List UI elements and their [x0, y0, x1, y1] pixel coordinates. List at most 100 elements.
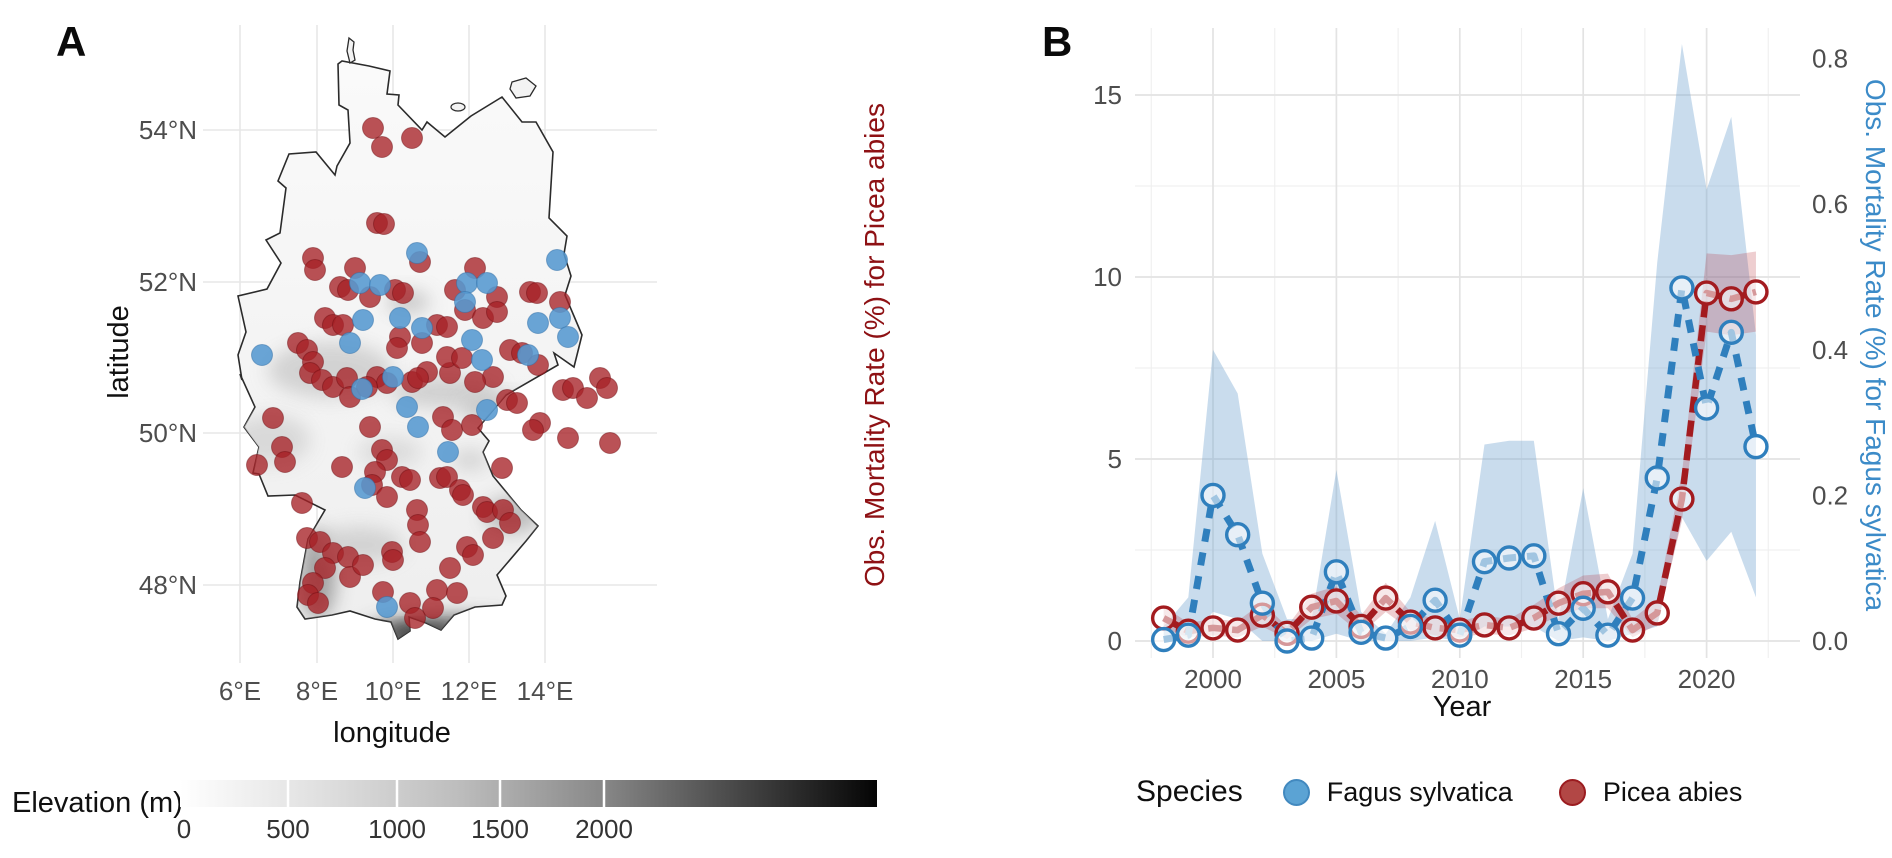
- site-dot-picea: [407, 367, 429, 389]
- site-dot-picea: [576, 387, 598, 409]
- map-x-tick-label: 10°E: [365, 676, 422, 706]
- site-dot-picea: [331, 456, 353, 478]
- map-y-tick-label: 48°N: [139, 570, 197, 600]
- site-dot-picea: [526, 282, 548, 304]
- site-dot-fagus: [476, 399, 498, 421]
- colorbar-ticks: 0 500 1000 1500 2000: [177, 780, 633, 844]
- point-picea: [1595, 579, 1621, 605]
- point-picea: [1224, 617, 1251, 643]
- site-dot-fagus: [411, 317, 433, 339]
- ribbon-fagus: [1163, 44, 1756, 642]
- point-picea: [1373, 585, 1399, 611]
- site-dot-fagus: [549, 307, 571, 329]
- site-dot-picea: [482, 527, 504, 549]
- site-dot-picea: [464, 371, 486, 393]
- site-dot-fagus: [352, 309, 374, 331]
- panel-a-label: A: [56, 18, 86, 65]
- site-dot-picea: [352, 554, 374, 576]
- legend-item-picea: Picea abies: [1558, 776, 1743, 808]
- site-dot-fagus: [527, 312, 549, 334]
- site-dot-picea: [401, 127, 423, 149]
- map-y-axis-title: latitude: [103, 305, 135, 399]
- colorbar-tick-label: 0: [177, 814, 191, 844]
- x-tick-label: 2005: [1307, 664, 1365, 694]
- site-dot-fagus: [461, 329, 483, 351]
- point-fagus: [1521, 543, 1547, 569]
- site-dot-picea: [373, 213, 395, 235]
- chart-gridlines: [1135, 28, 1800, 658]
- point-picea: [1323, 588, 1350, 614]
- site-dot-picea: [599, 432, 621, 454]
- site-dot-picea: [404, 607, 426, 629]
- site-dot-picea: [446, 582, 468, 604]
- left-y-tick-label: 0: [1108, 626, 1122, 656]
- site-dot-fagus: [339, 332, 361, 354]
- point-fagus: [1545, 621, 1572, 647]
- point-picea: [1471, 612, 1498, 638]
- chart-right-axis-title: Obs. Mortality Rate (%) for Fagus sylvat…: [1860, 79, 1891, 612]
- site-dot-picea: [409, 531, 431, 553]
- site-dot-picea: [262, 407, 284, 429]
- elevation-colorbar: [180, 780, 877, 807]
- site-dot-fagus: [471, 349, 493, 371]
- island-outline: [346, 36, 356, 65]
- chart-x-axis-title: Year: [1433, 691, 1492, 723]
- map-x-tick-label: 6°E: [219, 676, 261, 706]
- site-dot-fagus: [389, 307, 411, 329]
- point-fagus: [1150, 626, 1177, 653]
- chart-left-axis-title: Obs. Mortality Rate (%) for Picea abies: [859, 103, 890, 587]
- map-y-tick-label: 52°N: [139, 267, 197, 297]
- site-dot-picea: [491, 457, 513, 479]
- map-x-tick-label: 14°E: [517, 676, 574, 706]
- site-dot-fagus: [376, 596, 398, 618]
- site-dot-picea: [436, 466, 458, 488]
- site-dot-picea: [499, 512, 521, 534]
- colorbar-tick-label: 1000: [368, 814, 426, 844]
- point-fagus: [1323, 559, 1350, 585]
- site-dot-fagus: [407, 416, 429, 438]
- site-dot-picea: [596, 377, 618, 399]
- point-fagus: [1595, 622, 1621, 648]
- point-fagus: [1447, 622, 1473, 648]
- site-dot-fagus: [517, 344, 539, 366]
- site-dot-fagus: [437, 441, 459, 463]
- site-dot-picea: [291, 492, 313, 514]
- point-fagus: [1693, 395, 1720, 421]
- left-y-tick-label: 5: [1108, 444, 1122, 474]
- site-dot-fagus: [351, 378, 373, 400]
- point-fagus: [1422, 587, 1448, 613]
- chart-tick-labels: 0 5 10 15 0.0 0.2 0.4 0.6 0.8 2000 2005 2010 2015 202…: [1093, 44, 1848, 694]
- point-fagus: [1619, 585, 1646, 611]
- chart-points: [1150, 275, 1769, 654]
- point-picea: [1718, 286, 1744, 312]
- point-picea: [1200, 615, 1226, 641]
- site-dot-picea: [307, 592, 329, 614]
- point-fagus: [1570, 595, 1596, 621]
- point-picea: [1150, 605, 1177, 631]
- site-dot-fagus: [546, 249, 568, 271]
- point-fagus: [1644, 465, 1670, 491]
- point-fagus: [1249, 590, 1276, 616]
- point-fagus: [1743, 433, 1769, 460]
- point-fagus: [1669, 275, 1695, 301]
- site-dot-picea: [461, 414, 483, 436]
- site-dot-picea: [371, 136, 393, 158]
- site-dot-fagus: [382, 366, 404, 388]
- site-dot-picea: [452, 484, 474, 506]
- island-outline: [509, 77, 537, 99]
- site-dot-picea: [439, 557, 461, 579]
- point-fagus: [1373, 625, 1399, 651]
- site-dot-picea: [522, 419, 544, 441]
- legend-item-label: Fagus sylvatica: [1326, 776, 1513, 807]
- site-dot-picea: [304, 259, 326, 281]
- elevation-blob: [452, 450, 488, 470]
- species-legend: Species Fagus sylvatica Picea abies: [1136, 775, 1788, 809]
- legend-item-label: Picea abies: [1602, 776, 1743, 807]
- site-dot-picea: [392, 282, 414, 304]
- point-picea: [1299, 594, 1325, 620]
- map-site-dots: [246, 117, 621, 629]
- point-fagus: [1274, 628, 1300, 654]
- right-y-tick-label: 0.2: [1812, 480, 1848, 510]
- point-picea: [1619, 617, 1646, 643]
